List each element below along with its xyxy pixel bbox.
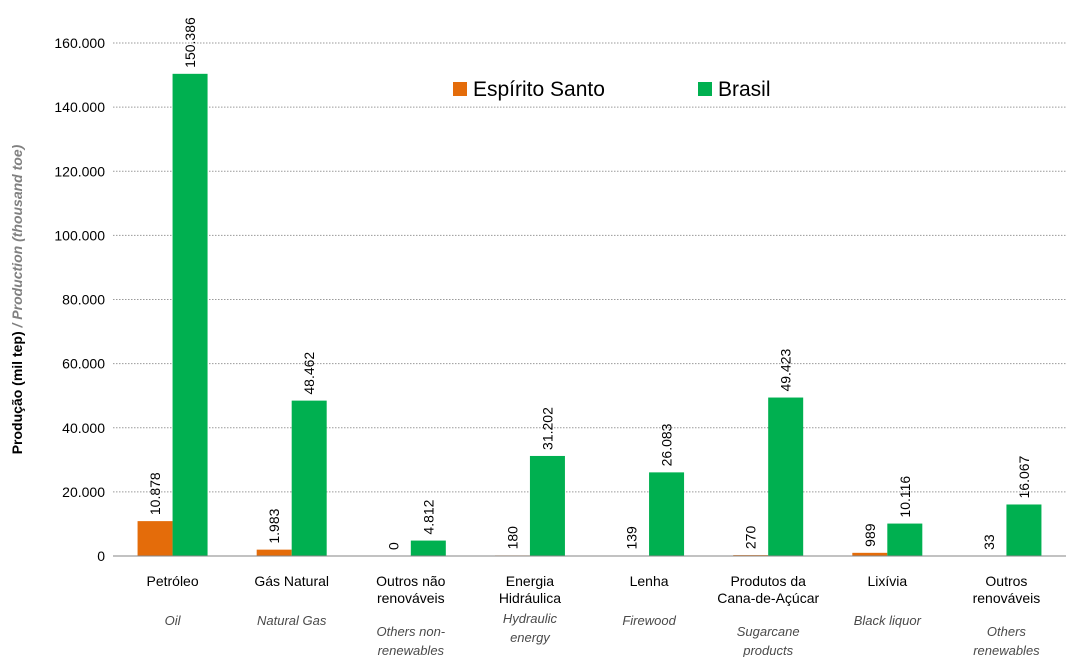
y-tick-label: 120.000 — [54, 163, 105, 179]
category-label-en: Hydraulic — [503, 611, 558, 626]
y-tick-label: 100.000 — [54, 227, 105, 243]
y-axis-label-en: / Production (thousand toe) — [9, 144, 25, 331]
bar-brasil — [887, 523, 923, 556]
category-label: Energia — [506, 573, 554, 589]
category-label: Petróleo — [146, 573, 198, 589]
legend: Espírito Santo Brasil — [453, 78, 771, 101]
category-label: Lenha — [630, 573, 669, 589]
y-axis-label: Produção (mil tep) / Production (thousan… — [9, 144, 25, 454]
y-tick-label: 140.000 — [54, 99, 105, 115]
category-label-en: Black liquor — [854, 613, 922, 628]
x-axis-categories: Petróleo Oil Gás Natural Natural Gas Outros … — [146, 573, 1040, 657]
y-tick-label: 160.000 — [54, 35, 105, 51]
category-label-en: Others non- — [376, 624, 445, 639]
category-label: Cana-de-Açúcar — [717, 590, 819, 606]
legend-label-brasil: Brasil — [718, 78, 771, 101]
data-label: 10.116 — [897, 476, 913, 518]
bar-brasil — [768, 397, 804, 556]
y-axis-ticks: 0 20.000 40.000 60.000 80.000 100.000 120.000 1… — [54, 35, 105, 564]
category-label: Hidráulica — [499, 590, 561, 606]
bar-espirito-santo — [852, 552, 888, 556]
bar-brasil — [1006, 504, 1042, 556]
data-labels: 10.878 150.386 1.983 48.462 0 4.812 180 31.202 1… — [147, 17, 1032, 550]
category-label: Gás Natural — [254, 573, 329, 589]
data-label: 0 — [385, 542, 401, 550]
data-label: 1.983 — [266, 508, 282, 543]
bar-brasil — [649, 472, 685, 556]
category-label-en: Firewood — [622, 613, 676, 628]
legend-swatch-espirito-santo — [453, 82, 467, 96]
category-label: renováveis — [377, 590, 445, 606]
category-label-en: Natural Gas — [257, 613, 327, 628]
bar-brasil — [291, 400, 327, 556]
y-axis-label-pt: Produção (mil tep) — [9, 331, 25, 454]
y-tick-label: 40.000 — [62, 420, 105, 436]
bars — [137, 73, 1042, 556]
data-label: 270 — [743, 526, 759, 550]
category-label-en: renewables — [973, 643, 1040, 657]
category-label-en: energy — [510, 630, 551, 645]
data-label: 180 — [504, 526, 520, 550]
gridlines — [113, 42, 1066, 493]
legend-label-espirito-santo: Espírito Santo — [473, 78, 605, 101]
data-label: 33 — [981, 534, 997, 550]
y-tick-label: 60.000 — [62, 356, 105, 372]
bar-brasil — [529, 455, 565, 556]
data-label: 16.067 — [1016, 455, 1032, 498]
data-label: 48.462 — [301, 352, 317, 395]
data-label: 989 — [862, 523, 878, 547]
bar-brasil — [172, 73, 208, 556]
y-tick-label: 80.000 — [62, 292, 105, 308]
category-label: Outros — [985, 573, 1027, 589]
category-label: Produtos da — [730, 573, 806, 589]
data-label: 10.878 — [147, 472, 163, 515]
legend-swatch-brasil — [698, 82, 712, 96]
y-tick-label: 20.000 — [62, 484, 105, 500]
data-label: 49.423 — [778, 349, 794, 392]
category-label: renováveis — [973, 590, 1041, 606]
bar-espirito-santo — [256, 549, 292, 556]
data-label: 150.386 — [182, 17, 198, 68]
data-label: 4.812 — [420, 499, 436, 534]
category-label: Lixívia — [867, 573, 907, 589]
data-label: 26.083 — [659, 423, 675, 466]
y-tick-label: 0 — [97, 548, 105, 564]
category-label-en: Sugarcane — [737, 624, 800, 639]
category-label-en: Others — [987, 624, 1027, 639]
category-label-en: Oil — [165, 613, 182, 628]
category-label-en: products — [742, 643, 793, 657]
bar-espirito-santo — [137, 521, 173, 556]
data-label: 139 — [624, 526, 640, 550]
data-label: 31.202 — [539, 407, 555, 450]
bar-brasil — [410, 540, 446, 556]
category-label: Outros não — [376, 573, 445, 589]
category-label-en: renewables — [378, 643, 445, 657]
